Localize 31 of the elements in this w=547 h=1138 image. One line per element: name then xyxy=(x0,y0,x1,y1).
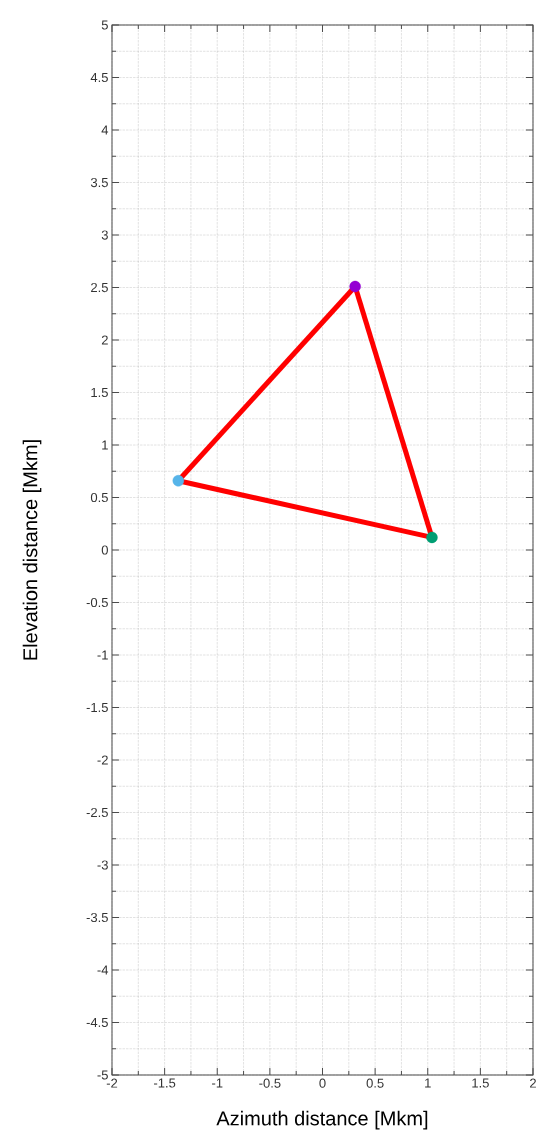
x-tick-label: -0.5 xyxy=(259,1078,281,1088)
y-tick-label: -4 xyxy=(97,965,109,975)
y-tick-label: -1.5 xyxy=(86,702,108,713)
y-tick-label: -2.5 xyxy=(86,807,108,818)
y-tick-label: -3 xyxy=(97,860,108,870)
y-tick-label: 3.5 xyxy=(90,177,108,188)
y-tick-label: 4.5 xyxy=(90,73,108,83)
x-axis-title: Azimuth distance [Mkm] xyxy=(216,1110,428,1130)
y-tick-label: 3 xyxy=(101,230,108,240)
y-tick-label: 0.5 xyxy=(90,492,108,503)
y-tick-label: 2 xyxy=(101,335,108,345)
y-tick-label: -4.5 xyxy=(86,1017,108,1028)
y-tick-label: 1.5 xyxy=(91,387,108,398)
y-tick-label: 5 xyxy=(101,20,108,30)
x-tick-label: 1 xyxy=(425,1078,431,1088)
y-tick-label: -1 xyxy=(97,650,108,660)
y-tick-label: -0.5 xyxy=(86,597,108,608)
x-tick-label: -1.5 xyxy=(154,1078,176,1088)
y-tick-label: 4 xyxy=(101,125,109,135)
y-tick-label: -3.5 xyxy=(86,912,108,923)
y-tick-label: 1 xyxy=(102,440,108,450)
y-axis-title: Elevation distance [Mkm] xyxy=(22,440,42,660)
x-tick-label: 1.5 xyxy=(472,1078,489,1088)
y-tick-label: 0 xyxy=(101,545,108,555)
x-tick-label: 0 xyxy=(319,1078,326,1088)
y-tick-label: -5 xyxy=(97,1070,108,1080)
y-tick-label: -2 xyxy=(97,755,108,765)
x-tick-label: 2 xyxy=(530,1078,536,1088)
y-tick-label: 2.5 xyxy=(91,282,108,293)
x-tick-label: 0.5 xyxy=(366,1078,384,1088)
x-tick-label: -1 xyxy=(212,1078,223,1088)
